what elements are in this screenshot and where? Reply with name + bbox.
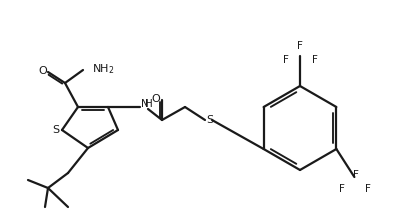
Text: NH$_2$: NH$_2$ [92,62,115,76]
Text: H: H [145,99,153,109]
Text: F: F [365,184,371,194]
Text: F: F [339,184,345,194]
Text: N: N [141,99,149,109]
Text: F: F [312,55,318,65]
Text: S: S [52,125,60,135]
Text: F: F [297,41,303,51]
Text: O: O [39,66,47,76]
Text: F: F [353,170,359,180]
Text: S: S [206,115,213,125]
Text: O: O [152,94,160,104]
Text: F: F [283,55,289,65]
